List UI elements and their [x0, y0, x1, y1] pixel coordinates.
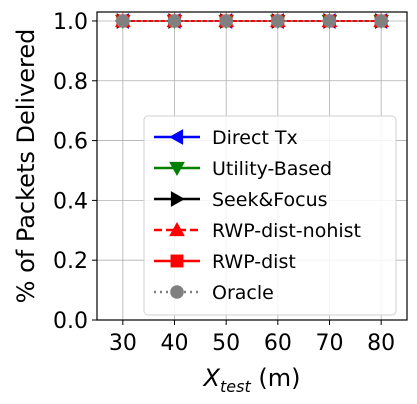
- legend-entry: Direct Tx: [154, 127, 298, 149]
- y-tick-label: 0.0: [53, 309, 88, 334]
- legend-label: RWP-dist: [212, 251, 296, 273]
- legend-marker: [170, 254, 184, 268]
- ticks: 30 40 50 60 70 80 0.0 0.2 0.4 0.6 0.8 1.0: [53, 10, 395, 356]
- legend-entry: RWP-dist: [154, 251, 296, 273]
- x-tick-label: 60: [264, 331, 292, 356]
- x-axis-label-sub: test: [220, 377, 251, 396]
- x-tick-label: 40: [161, 331, 189, 356]
- legend-marker: [168, 129, 184, 145]
- y-axis-label: % of Packets Delivered: [12, 29, 40, 304]
- legend-label: Seek&Focus: [212, 189, 328, 211]
- x-axis-label-unit: (m): [251, 364, 301, 392]
- data-point: [116, 14, 130, 28]
- x-axis-label: Xtest (m): [202, 364, 301, 396]
- legend-label: Oracle: [212, 282, 274, 304]
- legend-entry: Seek&Focus: [154, 189, 328, 211]
- legend-marker: [169, 161, 185, 177]
- data-point: [374, 14, 388, 28]
- data-point: [271, 14, 285, 28]
- series-layer: [114, 12, 390, 30]
- legend-label: RWP-dist-nohist: [212, 220, 361, 242]
- x-axis-label-main: X: [202, 364, 221, 392]
- legend-entry: Oracle: [154, 282, 274, 304]
- data-point: [322, 14, 337, 28]
- x-tick-label: 30: [109, 331, 137, 356]
- x-tick-label: 70: [316, 331, 344, 356]
- y-tick-label: 0.2: [53, 249, 88, 274]
- data-point: [167, 14, 182, 28]
- x-tick-label: 50: [212, 331, 240, 356]
- plot-frame: [96, 11, 408, 321]
- legend-marker: [170, 191, 186, 207]
- y-tick-label: 1.0: [53, 10, 88, 35]
- legend-marker: [169, 221, 185, 237]
- legend-label: Utility-Based: [212, 158, 332, 180]
- y-tick-label: 0.6: [53, 130, 88, 155]
- y-tick-label: 0.8: [53, 70, 88, 95]
- legend-entry: RWP-dist-nohist: [154, 220, 361, 242]
- legend-label: Direct Tx: [212, 127, 298, 149]
- data-point: [219, 14, 233, 28]
- x-tick-label: 80: [367, 331, 395, 356]
- legend-entry: Utility-Based: [154, 158, 332, 180]
- y-tick-label: 0.4: [53, 189, 88, 214]
- legend-box: [143, 115, 397, 316]
- series-5: [116, 14, 388, 28]
- legend: Direct Tx Utility-Based Seek&Focus RWP-dist…: [143, 115, 397, 316]
- legend-marker: [170, 285, 184, 299]
